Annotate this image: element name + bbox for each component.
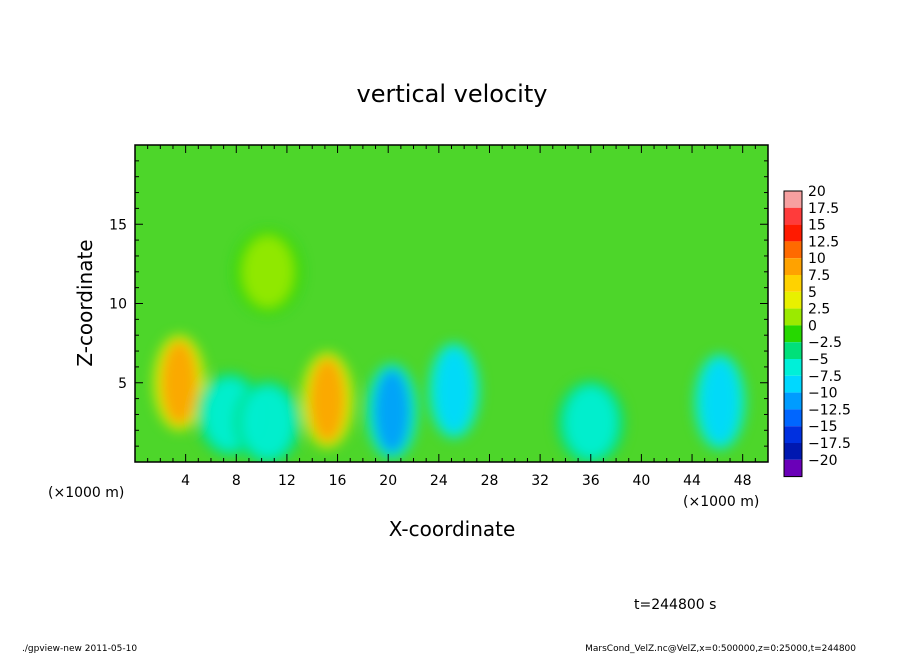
- colorbar-label: −5: [808, 352, 829, 368]
- colorbar-swatch: [784, 443, 802, 460]
- colorbar-label: −15: [808, 419, 838, 435]
- time-label: t=244800 s: [634, 597, 716, 613]
- colorbar-label: 2.5: [808, 302, 830, 318]
- downdraft-core: [373, 369, 410, 454]
- colorbar-swatch: [784, 342, 802, 359]
- colorbar-swatch: [784, 291, 802, 309]
- y-axis-label: Z-coordinate: [73, 239, 97, 366]
- colorbar-swatch: [784, 426, 802, 443]
- x-tick-label: 8: [232, 473, 241, 489]
- y-tick-label: 15: [109, 217, 127, 233]
- colorbar-label: 12.5: [808, 234, 839, 250]
- x-tick-label: 20: [379, 473, 397, 489]
- downdraft-core: [241, 386, 294, 459]
- colorbar-label: 7.5: [808, 268, 830, 284]
- chart-title: vertical velocity: [357, 80, 548, 108]
- colorbar-label: −7.5: [808, 369, 842, 385]
- updraft-core: [161, 340, 198, 425]
- x-tick-label: 4: [181, 473, 190, 489]
- colorbar-label: 20: [808, 184, 826, 200]
- colorbar-swatch: [784, 308, 802, 326]
- footer-left: ./gpview-new 2011-05-10: [22, 644, 138, 654]
- downdraft-core: [701, 359, 738, 444]
- x-unit-left: (×1000 m): [48, 485, 124, 501]
- updraft-core: [309, 358, 346, 443]
- colorbar-label: −12.5: [808, 402, 851, 418]
- updraft-core: [241, 235, 294, 308]
- field-features: [153, 229, 746, 462]
- colorbar-label: −17.5: [808, 436, 851, 452]
- x-tick-label: 28: [481, 473, 499, 489]
- colorbar-swatch: [784, 392, 802, 410]
- colorbar-swatch: [784, 359, 802, 376]
- downdraft-core: [436, 348, 473, 433]
- colorbar-label: −2.5: [808, 335, 842, 351]
- x-axis-ticks: 4 8 12 16 20 24 28 32 36 40 44 48: [147, 145, 756, 489]
- colorbar-swatch: [784, 258, 802, 275]
- colorbar-swatch: [784, 191, 802, 208]
- x-tick-label: 48: [734, 473, 752, 489]
- colorbar-swatch: [784, 241, 802, 259]
- colorbar-swatch: [784, 325, 802, 343]
- colorbar-label: 0: [808, 318, 817, 334]
- x-unit-right: (×1000 m): [683, 494, 759, 510]
- x-tick-label: 44: [683, 473, 701, 489]
- colorbar-label: −10: [808, 386, 838, 402]
- footer-right: MarsCond_VelZ.nc@VelZ,x=0:500000,z=0:250…: [585, 644, 856, 654]
- x-tick-label: 12: [278, 473, 296, 489]
- colorbar-label: 15: [808, 218, 826, 234]
- colorbar-swatch: [784, 409, 802, 427]
- colorbar-label: 10: [808, 251, 826, 267]
- downdraft-core: [564, 386, 617, 459]
- x-tick-label: 40: [632, 473, 650, 489]
- plot-area: [135, 145, 768, 462]
- x-tick-label: 32: [531, 473, 549, 489]
- x-tick-label: 36: [582, 473, 600, 489]
- x-tick-label: 24: [430, 473, 448, 489]
- colorbar-label: 5: [808, 285, 817, 301]
- x-axis-label: X-coordinate: [389, 517, 516, 541]
- colorbar: 2017.51512.5107.552.50−2.5−5−7.5−10−12.5…: [783, 184, 851, 478]
- colorbar-label: −20: [808, 453, 838, 469]
- colorbar-frame: [783, 190, 803, 478]
- colorbar-swatch: [784, 375, 802, 393]
- y-axis-ticks: 5 10 15: [109, 160, 768, 447]
- colorbar-swatch: [784, 459, 802, 477]
- colorbar-swatch: [784, 275, 802, 292]
- colorbar-swatch: [784, 224, 802, 242]
- colorbar-label: 17.5: [808, 201, 839, 217]
- y-tick-label: 5: [118, 376, 127, 392]
- y-tick-label: 10: [109, 297, 127, 313]
- colorbar-swatch: [784, 207, 802, 225]
- x-tick-label: 16: [329, 473, 347, 489]
